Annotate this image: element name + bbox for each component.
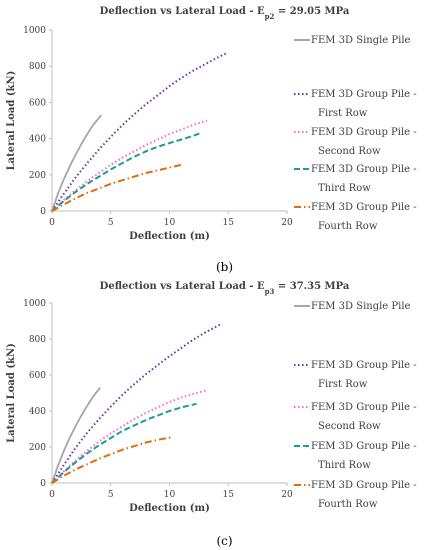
series-line-3: [51, 402, 197, 484]
legend-label-line1: FEM 3D Group Pile -: [311, 402, 417, 413]
x-tick-label: 5: [108, 490, 114, 500]
legend-label-line2: Fourth Row: [318, 499, 378, 510]
legend-label-3: FEM 3D Group Pile - Third Row: [311, 164, 417, 194]
legend-label-line2: First Row: [318, 379, 368, 390]
x-tick-label: 15: [223, 218, 235, 228]
legend-label-4: FEM 3D Group Pile - Fourth Row: [311, 202, 417, 232]
legend-label-0: FEM 3D Single Pile: [311, 35, 411, 46]
y-tick-label: 800: [29, 335, 46, 345]
chart-b: Deflection vs Lateral Load - Ep2 = 29.05…: [6, 6, 417, 274]
legend-label-line1: FEM 3D Group Pile -: [311, 480, 417, 491]
chart-title-suffix: = 29.05 MPa: [274, 6, 349, 17]
y-tick-label: 0: [40, 207, 46, 217]
y-tick-label: 400: [29, 135, 46, 145]
legend-label-2: FEM 3D Group Pile - Second Row: [311, 127, 417, 157]
x-tick-label: 10: [164, 490, 176, 500]
y-axis-label: Lateral Load (kN): [6, 343, 17, 443]
y-tick-label: 1000: [23, 299, 46, 309]
series-line-1: [51, 323, 221, 484]
y-tick-label: 1000: [23, 26, 46, 36]
y-tick-label: 0: [40, 479, 46, 489]
chart-title-subscript: p3: [265, 287, 275, 296]
legend-label-line2: First Row: [318, 108, 368, 119]
y-tick-label: 600: [29, 371, 46, 381]
x-axis-label: Deflection (m): [129, 503, 210, 514]
legend-label-line2: Second Row: [318, 421, 381, 432]
chart-title-main: Deflection vs Lateral Load - E: [100, 6, 265, 17]
legend-label-line1: FEM 3D Group Pile -: [311, 360, 417, 371]
series-line-4: [51, 436, 173, 484]
legend-label-line1: FEM 3D Group Pile -: [311, 441, 417, 452]
x-axis-label: Deflection (m): [129, 231, 210, 242]
chart-title-suffix: = 37.35 MPa: [274, 281, 349, 292]
x-tick-label: 10: [164, 218, 176, 228]
x-tick-label: 20: [281, 218, 293, 228]
x-tick-label: 20: [281, 490, 293, 500]
legend-label-4: FEM 3D Group Pile - Fourth Row: [311, 480, 417, 510]
legend-label-3: FEM 3D Group Pile - Third Row: [311, 441, 417, 471]
x-tick-label: 15: [223, 490, 235, 500]
legend-label-line2: Third Row: [318, 183, 371, 194]
series-line-3: [51, 132, 201, 212]
x-tick-label: 5: [108, 218, 114, 228]
legend-label-2: FEM 3D Group Pile - Second Row: [311, 402, 417, 432]
legend-label-line1: FEM 3D Group Pile -: [311, 127, 417, 138]
y-tick-label: 200: [29, 171, 46, 181]
chart-title-subscript: p2: [265, 12, 275, 21]
series-line-2: [51, 389, 208, 484]
legend-label-line1: FEM 3D Group Pile -: [311, 164, 417, 175]
chart-title: Deflection vs Lateral Load - Ep3 = 37.35…: [100, 281, 350, 296]
legend-label-1: FEM 3D Group Pile - First Row: [311, 360, 417, 390]
legend-label-line1: FEM 3D Group Pile -: [311, 89, 417, 100]
chart-title: Deflection vs Lateral Load - Ep2 = 29.05…: [100, 6, 350, 21]
x-tick-label: 0: [49, 218, 55, 228]
series-line-1: [51, 52, 227, 212]
legend-label-0: FEM 3D Single Pile: [311, 301, 411, 312]
y-tick-label: 800: [29, 62, 46, 72]
y-axis-label: Lateral Load (kN): [6, 71, 17, 171]
series-line-2: [51, 119, 208, 212]
x-tick-label: 0: [49, 490, 55, 500]
y-tick-label: 400: [29, 407, 46, 417]
chart-title-main: Deflection vs Lateral Load - E: [100, 281, 265, 292]
series-line-4: [51, 163, 182, 212]
series-line-0: [51, 387, 101, 484]
chart-c: Deflection vs Lateral Load - Ep3 = 37.35…: [6, 281, 417, 548]
y-tick-label: 600: [29, 98, 46, 108]
legend-label-line2: Second Row: [318, 146, 381, 157]
legend-label-line2: Third Row: [318, 460, 371, 471]
legend-label-line1: FEM 3D Group Pile -: [311, 202, 417, 213]
y-tick-label: 200: [29, 443, 46, 453]
figure-caption: (c): [216, 534, 232, 548]
figure-caption: (b): [216, 260, 233, 274]
series-line-0: [51, 114, 102, 212]
legend-label-1: FEM 3D Group Pile - First Row: [311, 89, 417, 119]
legend-label-line2: Fourth Row: [318, 221, 378, 232]
